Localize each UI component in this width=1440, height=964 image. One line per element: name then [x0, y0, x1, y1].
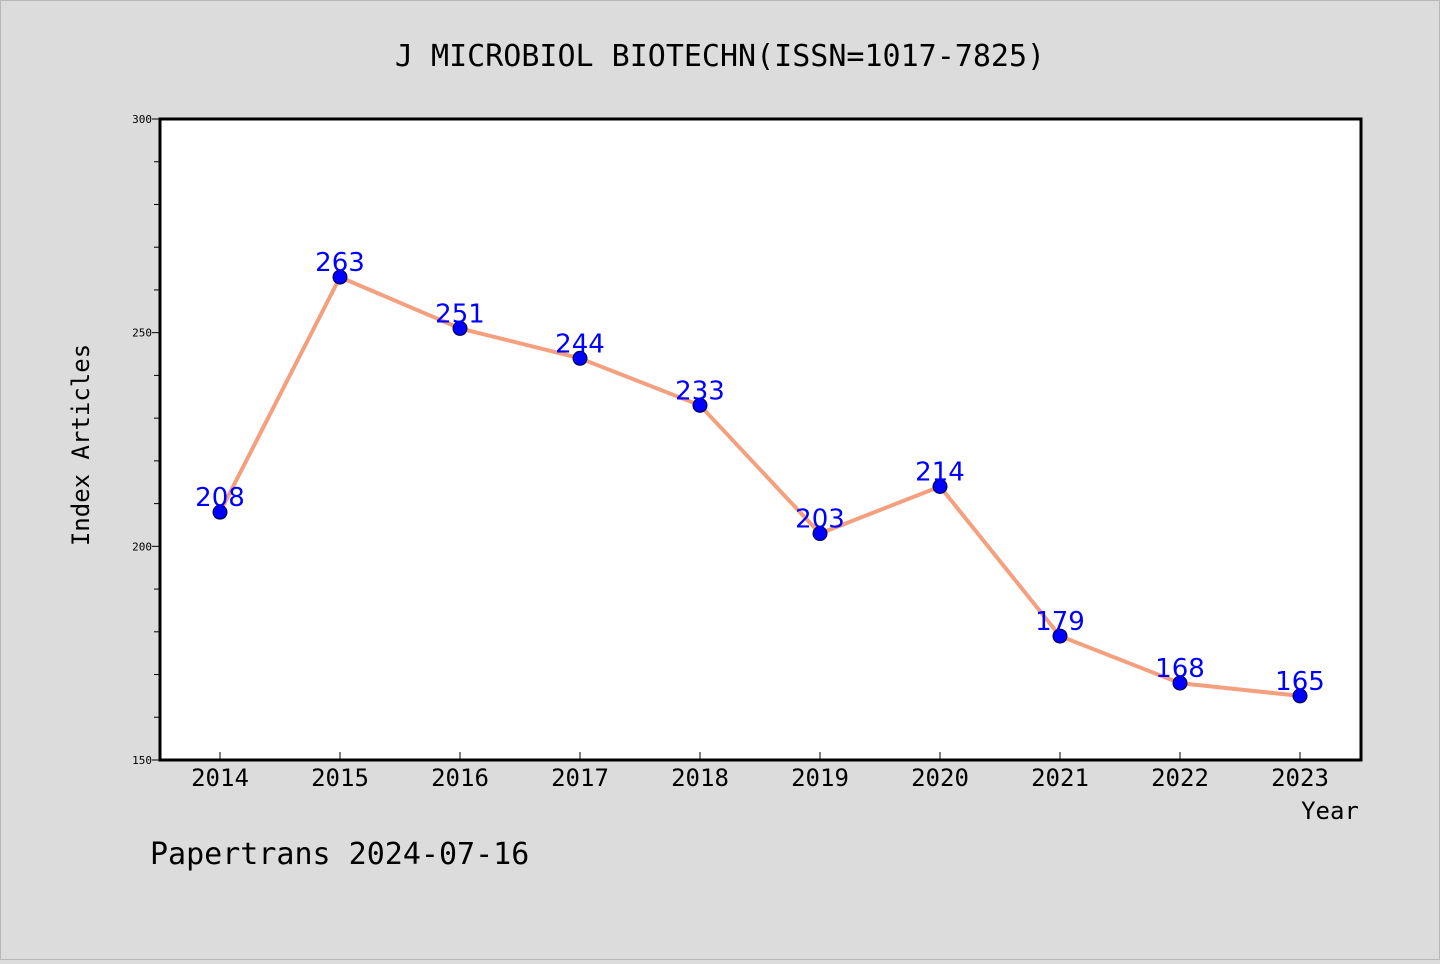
data-point [212, 504, 228, 520]
data-point [692, 397, 708, 413]
x-tick-label: 2014 [191, 764, 249, 792]
footer-credit: Papertrans 2024-07-16 [150, 837, 529, 872]
data-points [212, 269, 1308, 704]
plot-area [158, 117, 1363, 762]
y-axis-label: Index Articles [67, 344, 95, 546]
data-label: 168 [1155, 654, 1205, 684]
x-axis-label: Year [1301, 797, 1359, 825]
data-label: 208 [195, 483, 245, 513]
data-point [332, 269, 348, 285]
x-tick-label: 2016 [431, 764, 489, 792]
data-point [932, 479, 948, 495]
data-label: 165 [1275, 667, 1325, 697]
data-label: 179 [1035, 607, 1085, 637]
data-label: 244 [555, 329, 605, 359]
y-tick-label: 250 [132, 327, 152, 340]
x-tick-label: 2015 [311, 764, 369, 792]
x-tick-label: 2021 [1031, 764, 1089, 792]
x-axis: 2014 2015 2016 2017 2018 2019 2020 2021 2022 2023 [191, 752, 1329, 792]
data-point [1292, 688, 1308, 704]
x-tick-label: 2018 [671, 764, 729, 792]
data-point [1052, 628, 1068, 644]
x-tick-label: 2022 [1151, 764, 1209, 792]
x-tick-label: 2023 [1271, 764, 1329, 792]
y-tick-label: 300 [132, 113, 152, 126]
data-point [572, 350, 588, 366]
x-tick-label: 2020 [911, 764, 969, 792]
series-line [218, 275, 1301, 698]
data-labels: 208 263 251 244 233 203 214 179 168 165 [195, 248, 1325, 697]
data-label: 233 [675, 376, 725, 406]
series-line-group [218, 275, 1301, 698]
x-tick-label: 2019 [791, 764, 849, 792]
data-point [812, 526, 828, 542]
chart-title: J MICROBIOL BIOTECHN(ISSN=1017-7825) [395, 39, 1045, 74]
data-point [452, 320, 468, 336]
data-label: 251 [435, 299, 485, 329]
data-label: 214 [915, 458, 965, 488]
data-label: 263 [315, 248, 365, 278]
y-axis: 150 200 250 300 [132, 113, 160, 767]
data-point [1172, 675, 1188, 691]
y-tick-label: 200 [132, 540, 152, 553]
y-tick-label: 150 [132, 754, 152, 767]
x-tick-label: 2017 [551, 764, 609, 792]
data-label: 203 [795, 505, 845, 535]
